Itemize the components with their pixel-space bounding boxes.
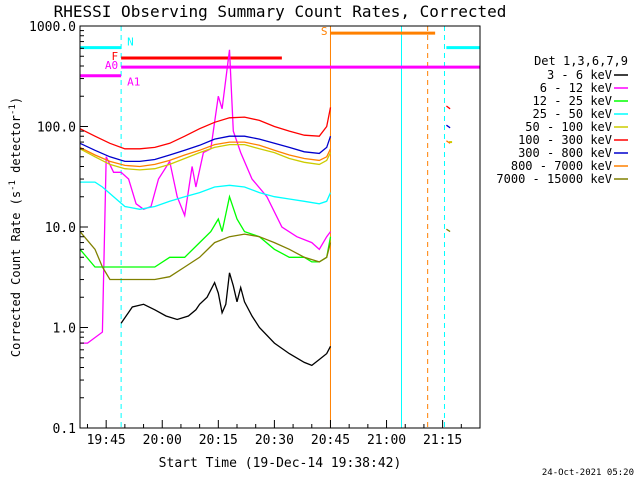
legend-label-3: 25 - 50 keV bbox=[533, 107, 612, 121]
legend-label-8: 7000 - 15000 keV bbox=[496, 172, 612, 186]
legend-label-6: 300 - 800 keV bbox=[518, 146, 612, 160]
state-bar-label-0: N bbox=[127, 36, 134, 49]
y-axis-label-mid: detector bbox=[9, 115, 23, 180]
x-tick-label-3: 20:30 bbox=[255, 433, 294, 448]
series-line-4-seg-0 bbox=[79, 143, 332, 171]
state-bar-label-2: F bbox=[111, 50, 118, 63]
y-axis-label-suffix: ) bbox=[9, 97, 23, 104]
state-bar-label-4: A1 bbox=[127, 76, 140, 89]
series-line-1-seg-0 bbox=[80, 49, 332, 344]
x-tick-label-1: 20:00 bbox=[143, 433, 182, 448]
series-line-5-seg-0 bbox=[79, 107, 332, 150]
series-line-7-seg-0 bbox=[79, 141, 332, 168]
y-tick-label-1: 100.0 bbox=[37, 121, 76, 136]
y-tick-label-0: 1000.0 bbox=[29, 20, 76, 35]
legend-label-2: 12 - 25 keV bbox=[533, 94, 612, 108]
series-line-0-seg-0 bbox=[120, 272, 332, 367]
legend-label-7: 800 - 7000 keV bbox=[511, 159, 612, 173]
x-axis-label: Start Time (19-Dec-14 19:38:42) bbox=[159, 456, 402, 471]
chart-title: RHESSI Observing Summary Count Rates, Co… bbox=[54, 2, 507, 21]
footer-timestamp: 24-Oct-2021 05:20 bbox=[542, 468, 634, 478]
legend-label-0: 3 - 6 keV bbox=[547, 68, 612, 82]
series-line-7-seg-1 bbox=[446, 140, 451, 144]
legend-label-1: 6 - 12 keV bbox=[540, 81, 612, 95]
y-axis-label-exp2: -1 bbox=[8, 104, 18, 115]
state-bar-label-3: A0 bbox=[105, 59, 118, 72]
legend-title: Det 1,3,6,7,9 bbox=[534, 54, 628, 68]
legend-label-4: 50 - 100 keV bbox=[525, 120, 612, 134]
legend-label-5: 100 - 300 keV bbox=[518, 133, 612, 147]
x-tick-label-4: 20:45 bbox=[311, 433, 350, 448]
series-line-6-seg-1 bbox=[446, 124, 451, 129]
y-axis-label-exp1: -1 bbox=[8, 180, 18, 191]
x-tick-label-5: 21:00 bbox=[367, 433, 406, 448]
series-line-8-seg-1 bbox=[446, 228, 451, 233]
x-tick-label-0: 19:45 bbox=[87, 433, 126, 448]
series-line-5-seg-1 bbox=[446, 105, 451, 110]
series-line-2-seg-0 bbox=[79, 194, 332, 268]
y-tick-label-4: 0.1 bbox=[53, 422, 76, 437]
y-axis-label-prefix: Corrected Count Rate (s bbox=[9, 191, 23, 357]
y-tick-label-3: 1.0 bbox=[53, 322, 76, 337]
series-line-6-seg-0 bbox=[79, 135, 332, 163]
x-tick-label-2: 20:15 bbox=[199, 433, 238, 448]
series-line-8-seg-0 bbox=[79, 231, 332, 281]
x-tick-label-6: 21:15 bbox=[423, 433, 462, 448]
y-tick-label-2: 10.0 bbox=[45, 221, 76, 236]
y-axis-label: Corrected Count Rate (s-1 detector-1) bbox=[8, 97, 23, 357]
state-bar-label-5: S bbox=[321, 25, 328, 38]
series-line-3-seg-0 bbox=[80, 181, 332, 210]
